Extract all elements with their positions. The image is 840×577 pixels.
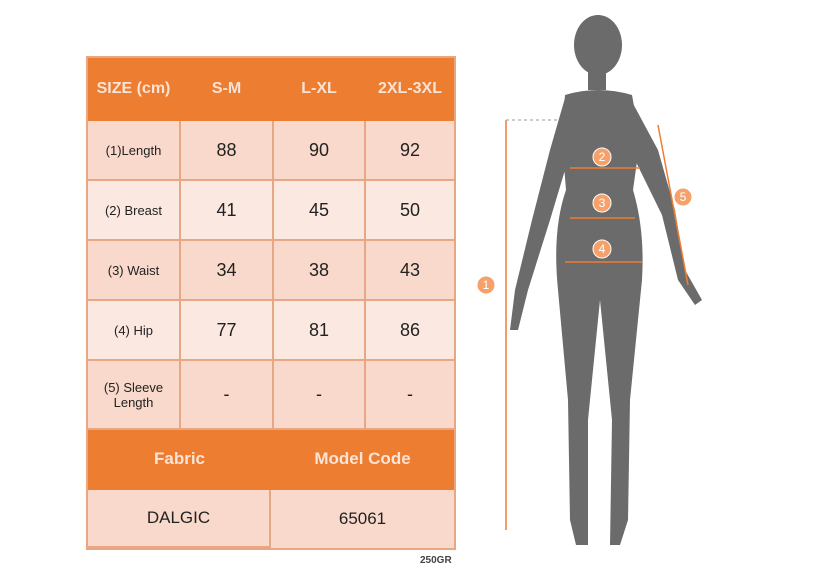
cell: 86 (366, 301, 454, 361)
marker-5: 5 (680, 190, 687, 204)
table-row: (3) Waist 34 38 43 (88, 241, 454, 301)
table-row: (5) Sleeve Length - - - (88, 361, 454, 430)
model-code-value: 65061 (271, 490, 454, 548)
footer-values: DALGIC 65061 (88, 490, 454, 548)
silhouette (510, 15, 702, 545)
model-code-header: Model Code (271, 430, 454, 490)
marker-1: 1 (483, 278, 490, 292)
cell: 38 (274, 241, 366, 301)
row-label: (5) Sleeve Length (88, 361, 181, 430)
row-label: (2) Breast (88, 181, 181, 241)
cell: 77 (181, 301, 274, 361)
row-label: (4) Hip (88, 301, 181, 361)
cell: 81 (274, 301, 366, 361)
cell: 92 (366, 121, 454, 181)
cell: 34 (181, 241, 274, 301)
table-row: (4) Hip 77 81 86 (88, 301, 454, 361)
cell: 41 (181, 181, 274, 241)
cell: 45 (274, 181, 366, 241)
marker-4: 4 (599, 242, 606, 256)
size-chart-table: SIZE (cm) S-M L-XL 2XL-3XL (1)Length 88 … (86, 56, 456, 550)
row-label: (1)Length (88, 121, 181, 181)
marker-2: 2 (599, 150, 606, 164)
table-header: SIZE (cm) S-M L-XL 2XL-3XL (88, 58, 454, 121)
measure-lines (505, 119, 689, 530)
table-row: (1)Length 88 90 92 (88, 121, 454, 181)
body-measurement-figure: 1 2 3 4 5 (476, 15, 702, 545)
header-l-xl: L-XL (274, 58, 366, 121)
cell: - (274, 361, 366, 430)
cell: - (181, 361, 274, 430)
cell: 88 (181, 121, 274, 181)
header-size: SIZE (cm) (88, 58, 181, 121)
footer-header: Fabric Model Code (88, 430, 454, 490)
fabric-value: DALGIC (88, 490, 271, 548)
marker-3: 3 (599, 196, 606, 210)
cell: 50 (366, 181, 454, 241)
fabric-header: Fabric (88, 430, 271, 490)
header-s-m: S-M (181, 58, 274, 121)
table-row: (2) Breast 41 45 50 (88, 181, 454, 241)
marker-circles (476, 147, 693, 295)
cell: - (366, 361, 454, 430)
weight-label: 250GR (420, 555, 452, 566)
row-label: (3) Waist (88, 241, 181, 301)
header-2xl-3xl: 2XL-3XL (366, 58, 454, 121)
cell: 90 (274, 121, 366, 181)
cell: 43 (366, 241, 454, 301)
